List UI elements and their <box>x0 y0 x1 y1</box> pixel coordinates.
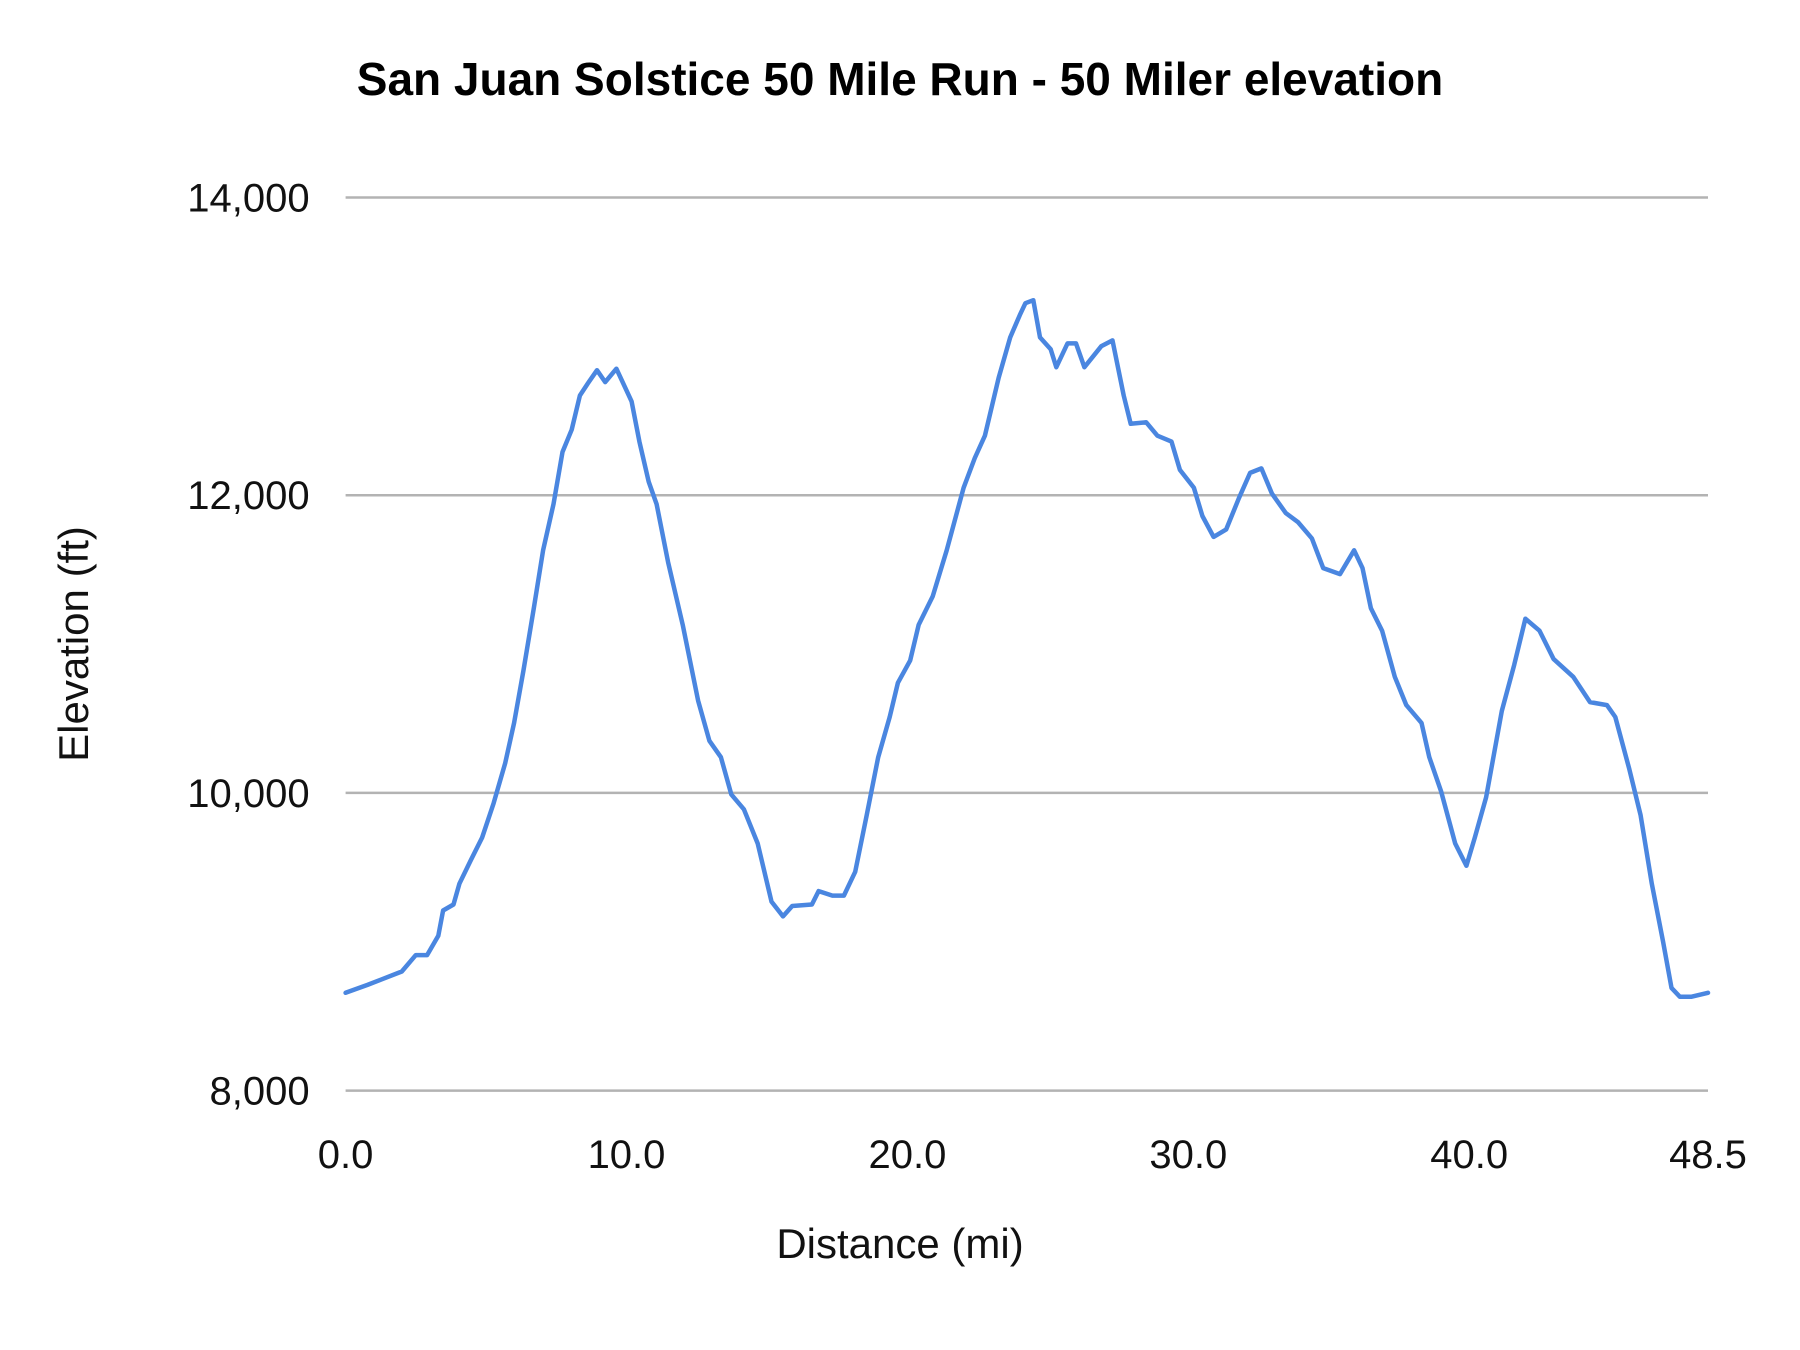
x-tick-label: 48.5 <box>1669 1133 1747 1177</box>
y-tick-label: 8,000 <box>209 1070 309 1114</box>
chart-title: San Juan Solstice 50 Mile Run - 50 Miler… <box>357 53 1443 105</box>
x-tick-label: 10.0 <box>588 1133 666 1177</box>
x-axis-ticks: 0.0 10.0 20.0 30.0 40.0 48.5 <box>318 1133 1747 1177</box>
x-axis-label: Distance (mi) <box>776 1220 1023 1267</box>
x-tick-label: 0.0 <box>318 1133 374 1177</box>
elevation-line <box>343 297 1711 1000</box>
y-axis-ticks: 8,000 10,000 12,000 14,000 <box>187 177 309 1114</box>
x-tick-label: 20.0 <box>868 1133 946 1177</box>
series-layer <box>343 297 1711 1000</box>
y-tick-label: 10,000 <box>187 772 309 816</box>
y-tick-label: 14,000 <box>187 177 309 221</box>
y-tick-label: 12,000 <box>187 474 309 518</box>
gridlines <box>345 196 1708 1092</box>
x-tick-label: 30.0 <box>1149 1133 1227 1177</box>
y-axis-label: Elevation (ft) <box>50 526 97 762</box>
x-tick-label: 40.0 <box>1430 1133 1508 1177</box>
